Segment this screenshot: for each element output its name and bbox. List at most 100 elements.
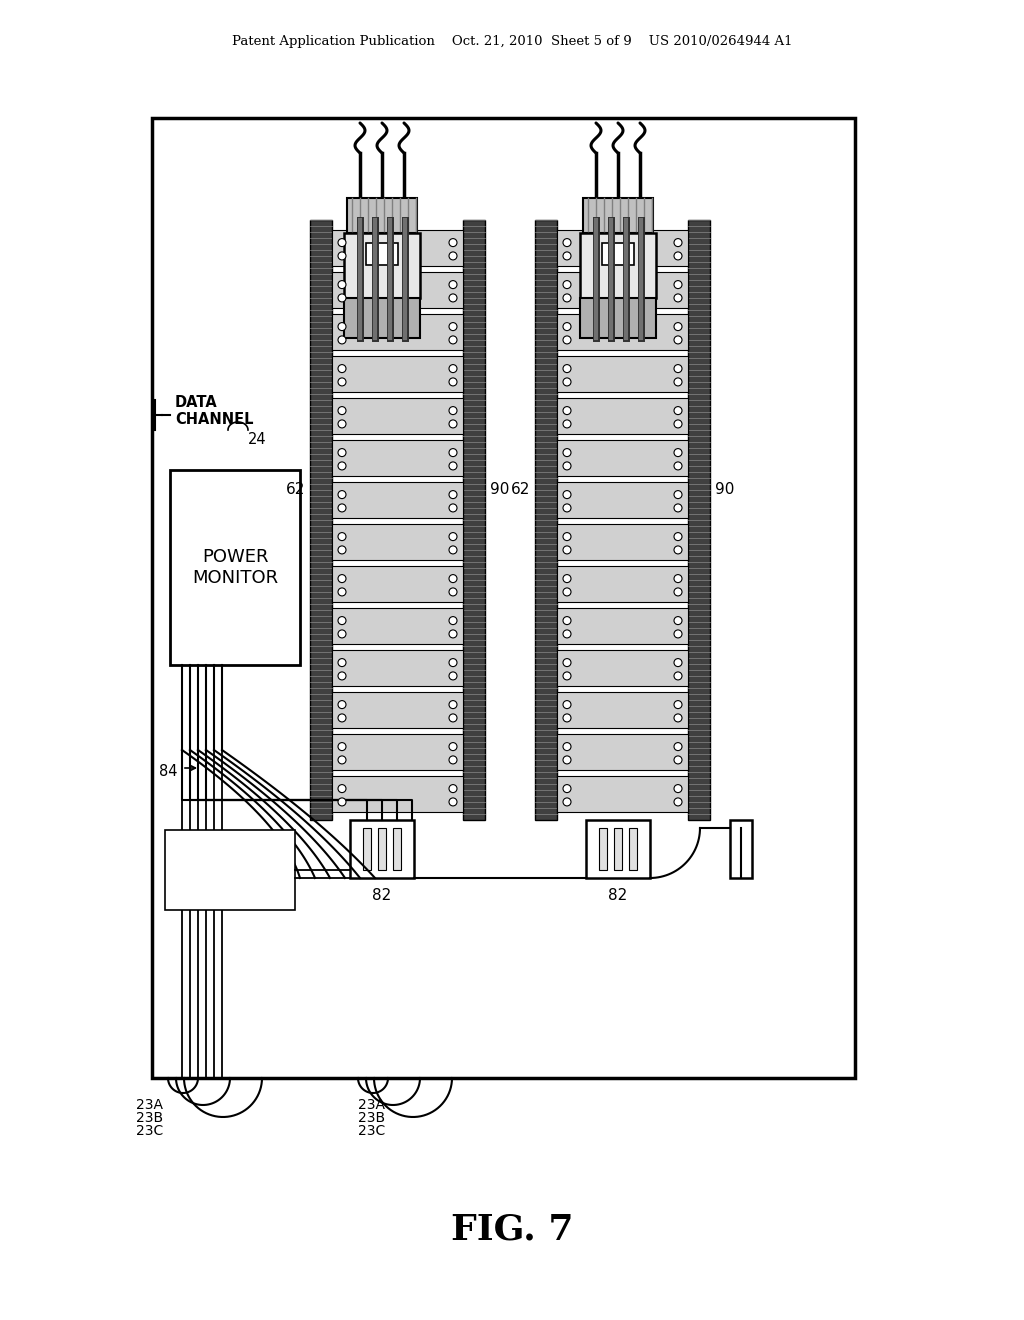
Circle shape	[674, 532, 682, 541]
Circle shape	[563, 574, 571, 582]
Bar	[393, 828, 401, 870]
Circle shape	[563, 252, 571, 260]
Text: 24: 24	[248, 432, 266, 447]
Text: 90: 90	[490, 483, 509, 498]
Circle shape	[674, 574, 682, 582]
Bar	[688, 220, 710, 820]
Circle shape	[338, 756, 346, 764]
Circle shape	[674, 491, 682, 499]
Circle shape	[563, 616, 571, 624]
Circle shape	[449, 546, 457, 554]
Bar	[557, 524, 688, 560]
Circle shape	[563, 322, 571, 330]
Bar	[310, 220, 332, 820]
Circle shape	[338, 587, 346, 595]
Circle shape	[674, 672, 682, 680]
Circle shape	[674, 294, 682, 302]
Bar	[362, 828, 371, 870]
Circle shape	[674, 659, 682, 667]
Bar	[378, 828, 386, 870]
Text: 23B: 23B	[136, 1111, 163, 1125]
Circle shape	[674, 364, 682, 372]
Bar	[557, 734, 688, 770]
Circle shape	[449, 504, 457, 512]
Circle shape	[563, 420, 571, 428]
Circle shape	[338, 504, 346, 512]
Circle shape	[338, 743, 346, 751]
Bar	[557, 440, 688, 477]
Circle shape	[563, 449, 571, 457]
Circle shape	[449, 714, 457, 722]
Text: 82: 82	[608, 888, 628, 903]
Circle shape	[449, 784, 457, 792]
Circle shape	[449, 462, 457, 470]
Bar	[557, 356, 688, 392]
Circle shape	[563, 462, 571, 470]
Circle shape	[563, 407, 571, 414]
Circle shape	[674, 587, 682, 595]
Circle shape	[563, 797, 571, 807]
Circle shape	[449, 701, 457, 709]
Text: 82: 82	[373, 888, 391, 903]
Circle shape	[449, 672, 457, 680]
Bar	[332, 314, 463, 350]
Circle shape	[674, 714, 682, 722]
Circle shape	[674, 630, 682, 638]
Bar	[586, 820, 650, 878]
Circle shape	[449, 449, 457, 457]
Circle shape	[338, 322, 346, 330]
Circle shape	[338, 407, 346, 414]
Bar	[170, 470, 300, 665]
Circle shape	[338, 281, 346, 289]
Circle shape	[338, 532, 346, 541]
Circle shape	[674, 756, 682, 764]
Bar	[557, 399, 688, 434]
Circle shape	[449, 587, 457, 595]
Circle shape	[563, 714, 571, 722]
Circle shape	[338, 630, 346, 638]
Circle shape	[449, 797, 457, 807]
Circle shape	[563, 784, 571, 792]
Text: 62: 62	[511, 483, 530, 498]
Bar	[730, 820, 752, 878]
Circle shape	[449, 281, 457, 289]
Text: DATA
CHANNEL: DATA CHANNEL	[175, 395, 254, 428]
Bar	[332, 566, 463, 602]
Circle shape	[563, 587, 571, 595]
Circle shape	[563, 239, 571, 247]
Circle shape	[674, 281, 682, 289]
Bar	[557, 609, 688, 644]
Text: 23A: 23A	[136, 1098, 163, 1111]
Bar	[332, 692, 463, 729]
Circle shape	[674, 616, 682, 624]
Bar	[557, 314, 688, 350]
Bar	[614, 828, 622, 870]
Circle shape	[563, 491, 571, 499]
Text: 23C: 23C	[136, 1125, 163, 1138]
Circle shape	[338, 294, 346, 302]
Circle shape	[449, 364, 457, 372]
Text: FIG. 7: FIG. 7	[451, 1213, 573, 1247]
Bar	[557, 692, 688, 729]
Text: 90: 90	[715, 483, 734, 498]
Circle shape	[338, 378, 346, 385]
Bar	[599, 828, 607, 870]
Circle shape	[338, 784, 346, 792]
Circle shape	[449, 630, 457, 638]
Circle shape	[449, 743, 457, 751]
Circle shape	[563, 335, 571, 345]
Circle shape	[449, 239, 457, 247]
Circle shape	[449, 252, 457, 260]
Bar	[580, 234, 656, 298]
Circle shape	[449, 574, 457, 582]
Bar	[557, 566, 688, 602]
Circle shape	[338, 462, 346, 470]
Circle shape	[563, 364, 571, 372]
Circle shape	[338, 335, 346, 345]
Circle shape	[563, 532, 571, 541]
Circle shape	[674, 407, 682, 414]
Bar	[557, 272, 688, 308]
Circle shape	[674, 322, 682, 330]
Circle shape	[563, 630, 571, 638]
Circle shape	[563, 756, 571, 764]
